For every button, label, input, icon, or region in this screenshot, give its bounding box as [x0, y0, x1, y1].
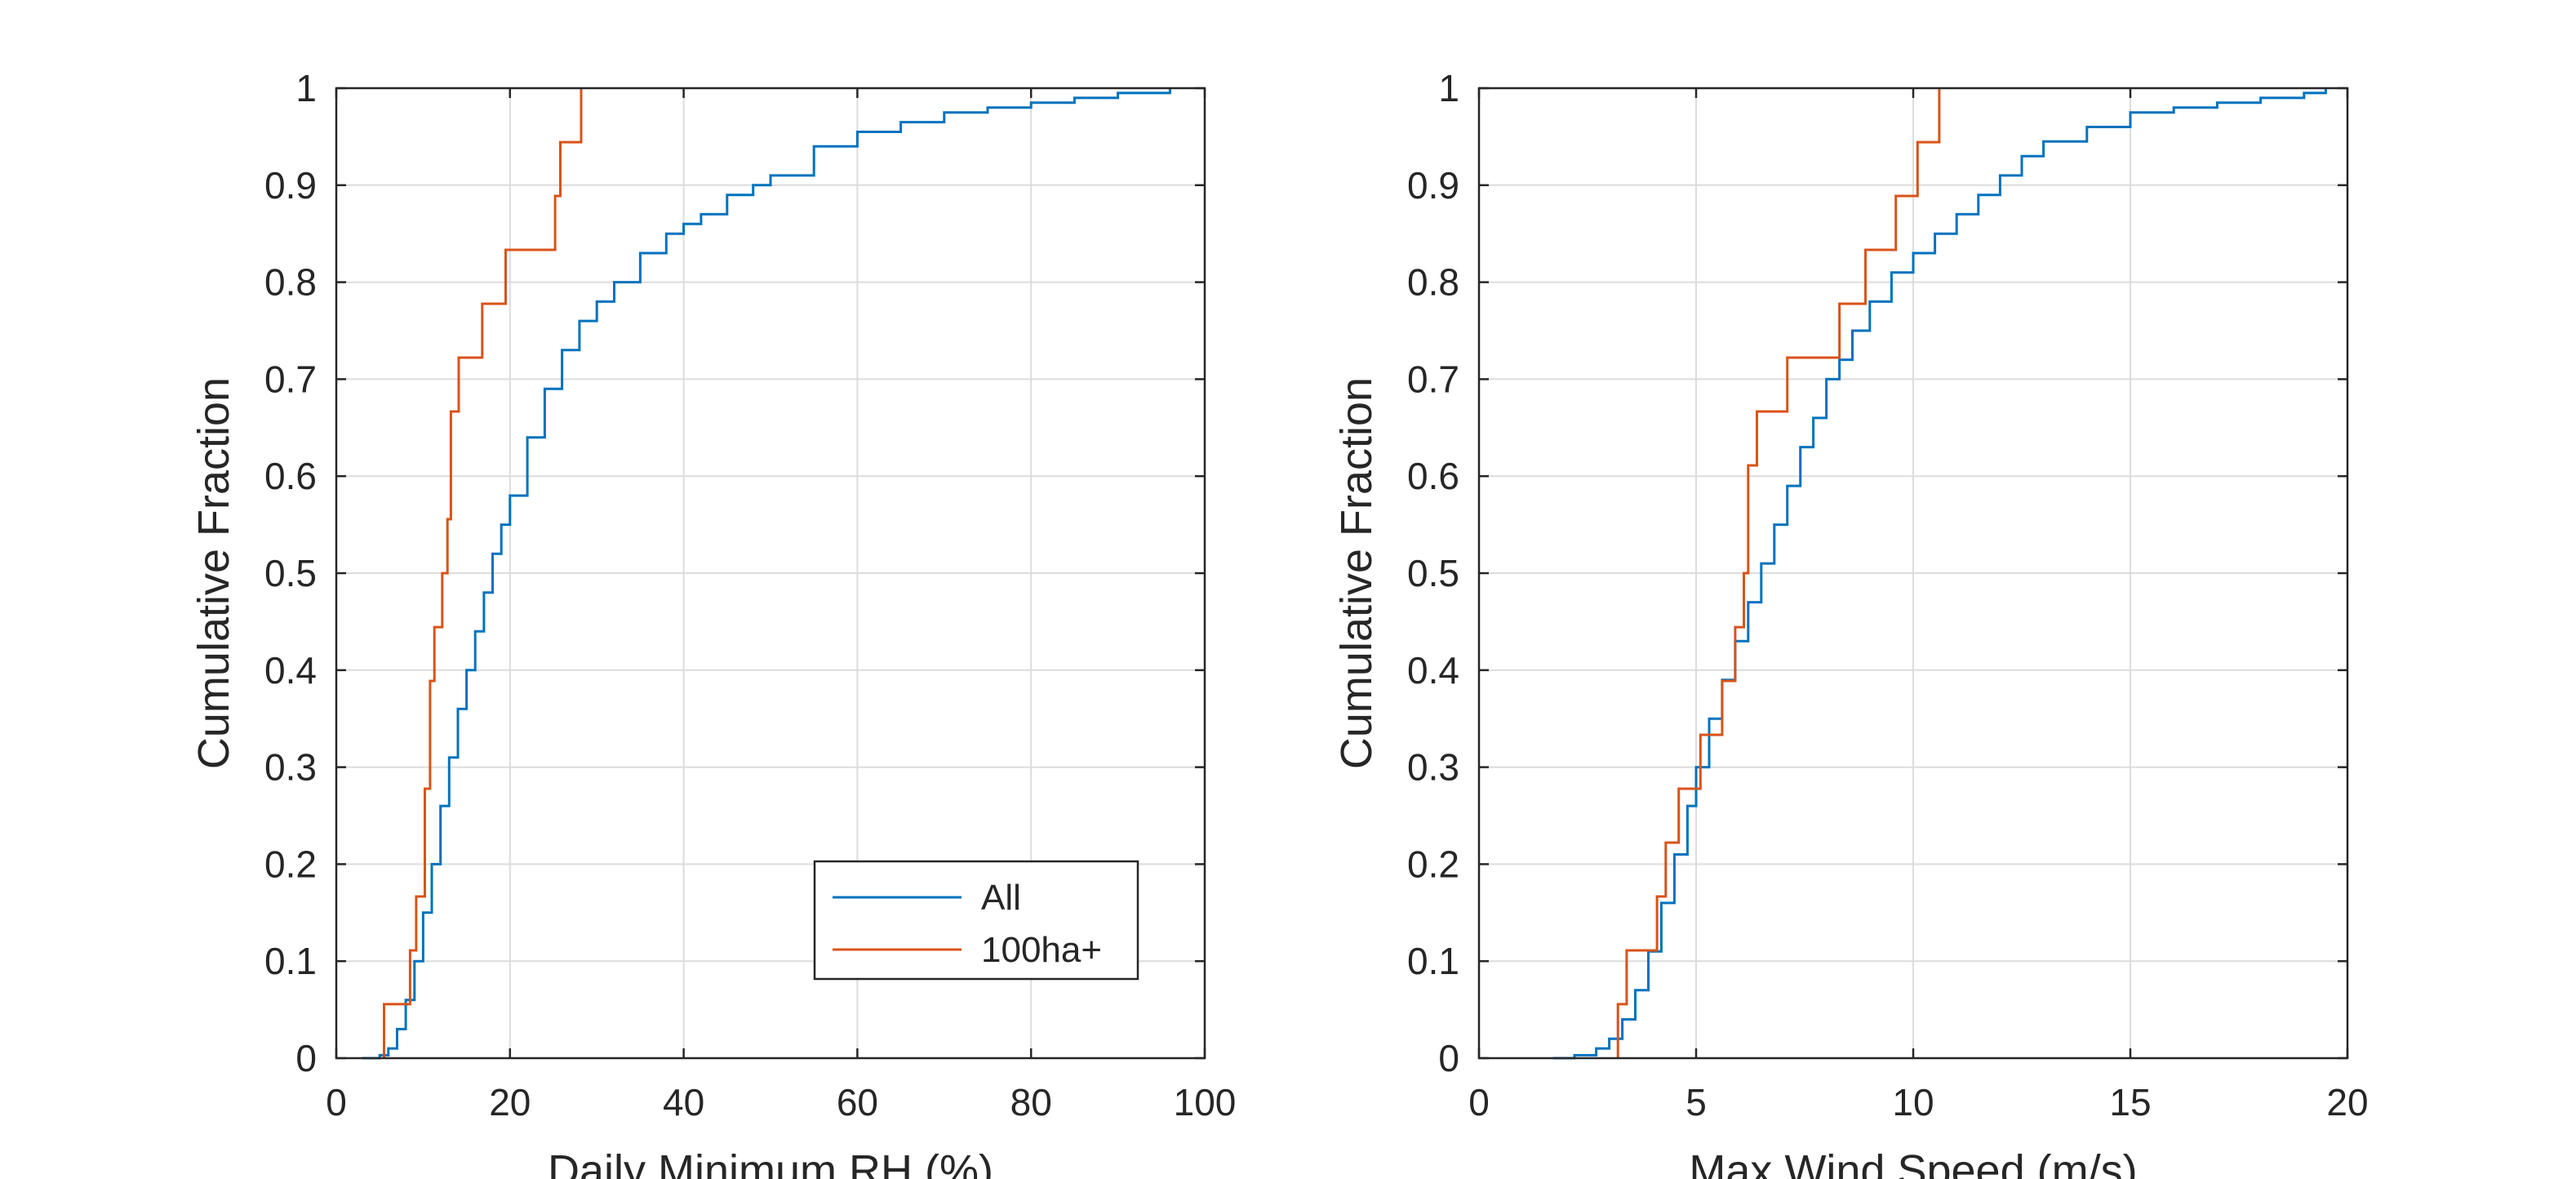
wind-x-tick-label: 5: [1686, 1081, 1707, 1123]
wind-y-tick-label: 0.8: [1407, 261, 1459, 304]
wind-y-tick-label: 0.7: [1407, 358, 1459, 400]
rh-y-tick-label: 0: [295, 1037, 317, 1079]
wind-y-tick-label: 0.6: [1407, 455, 1459, 497]
wind-tick-marks: [1477, 87, 2349, 1060]
rh-x-tick-label: 100: [1174, 1081, 1237, 1123]
wind-y-tick-label: 0.9: [1407, 164, 1459, 207]
rh-y-tick-label: 0.6: [264, 455, 317, 497]
rh-tick-marks: [335, 87, 1206, 1060]
wind-y-tick-label: 0: [1438, 1037, 1459, 1079]
rh-x-tick-label: 60: [837, 1081, 878, 1123]
rh-series-lines: [362, 88, 1171, 1060]
wind-x-tick-label: 15: [2109, 1081, 2151, 1123]
wind-y-tick-label: 0.1: [1407, 940, 1459, 982]
wind-x-tick-label: 20: [2326, 1081, 2368, 1123]
rh-y-tick-labels: 0 0.1 0.2 0.3 0.4 0.5 0.6 0.7 0.8 0.9 1: [264, 67, 317, 1079]
wind-x-axis-label: Max Wind Speed (m/s): [1689, 1146, 2137, 1179]
rh-y-tick-label: 0.5: [264, 552, 317, 594]
wind-y-tick-labels: 0 0.1 0.2 0.3 0.4 0.5 0.6 0.7 0.8 0.9 1: [1407, 67, 1459, 1079]
rh-y-tick-label: 0.2: [264, 843, 317, 885]
legend: All 100ha+: [813, 860, 1139, 981]
series-line-100ha-rh: [383, 88, 583, 1058]
wind-y-tick-label: 0.3: [1407, 746, 1459, 789]
wind-y-tick-label: 0.4: [1407, 649, 1459, 692]
wind-y-tick-label: 1: [1438, 67, 1459, 109]
wind-series-lines: [1552, 88, 2327, 1060]
rh-x-tick-labels: 0 20 40 60 80 100: [326, 1081, 1236, 1123]
rh-y-tick-label: 0.9: [264, 164, 317, 207]
rh-x-tick-label: 20: [489, 1081, 531, 1123]
rh-y-tick-label: 1: [295, 67, 317, 109]
wind-x-tick-label: 0: [1468, 1081, 1490, 1123]
legend-label-all: All: [981, 878, 1021, 918]
wind-x-tick-label: 10: [1892, 1081, 1934, 1123]
wind-y-axis-label: Cumulative Fraction: [1332, 377, 1381, 769]
rh-x-tick-label: 80: [1010, 1081, 1052, 1123]
rh-cdf-panel: 0 20 40 60 80 100 0 0.1 0.2 0.3 0.4 0.5 0.6 0.7 0.8 0.…: [189, 67, 1236, 1179]
rh-x-axis-label: Daily Minimum RH (%): [548, 1146, 993, 1179]
rh-x-tick-label: 40: [663, 1081, 704, 1123]
rh-x-tick-label: 0: [326, 1081, 347, 1123]
wind-cdf-panel: 0 5 10 15 20 0 0.1 0.2 0.3 0.4 0.5 0.6 0.7 0.8 0.9 1 M…: [1332, 67, 2369, 1179]
rh-y-tick-label: 0.7: [264, 358, 317, 400]
legend-label-100ha: 100ha+: [981, 930, 1102, 970]
rh-y-tick-label: 0.8: [264, 261, 317, 304]
wind-y-tick-label: 0.5: [1407, 552, 1459, 594]
rh-y-tick-label: 0.4: [264, 649, 317, 692]
rh-y-axis-label: Cumulative Fraction: [189, 377, 238, 769]
wind-y-tick-label: 0.2: [1407, 843, 1459, 885]
rh-y-tick-label: 0.3: [264, 746, 317, 789]
series-line-100ha-wind: [1616, 88, 1941, 1058]
series-line-all-rh: [362, 88, 1171, 1060]
wind-x-tick-labels: 0 5 10 15 20: [1468, 1081, 2368, 1123]
rh-y-tick-label: 0.1: [264, 940, 317, 982]
legend-box: [813, 860, 1139, 981]
